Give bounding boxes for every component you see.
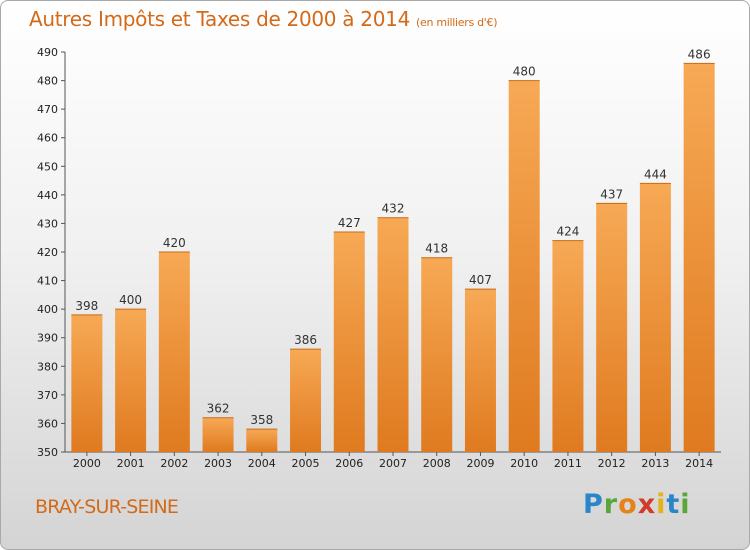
bar [71,314,103,452]
bar-value-label: 418 [425,242,448,256]
bar [596,203,628,452]
bar [683,63,715,453]
y-tick-label: 450 [37,160,58,173]
bar [552,240,584,452]
y-tick-label: 390 [37,332,58,345]
y-tick-label: 350 [37,446,58,459]
x-tick-label: 2013 [641,457,669,470]
y-tick-label: 440 [37,189,58,202]
bar-value-label: 486 [688,47,711,61]
logo-letter: i [656,489,667,520]
x-tick-label: 2001 [117,457,145,470]
x-tick-label: 2003 [204,457,232,470]
y-tick-label: 360 [37,417,58,430]
y-tick-label: 370 [37,389,58,402]
bar-value-label: 437 [600,187,623,201]
axes: 350 360 370 380 390 400 410 420 430 440 450 460 470 4… [37,46,721,470]
bar-value-label: 427 [338,216,361,230]
chart-title: Autres Impôts et Taxes de 2000 à 2014 (en… [29,7,497,31]
x-tick-label: 2000 [73,457,101,470]
place-name: BRAY-SUR-SEINE [35,496,179,518]
x-tick-label: 2008 [423,457,451,470]
bar-value-label: 362 [207,402,230,416]
bar-value-label: 420 [163,236,186,250]
bar [464,289,496,452]
x-tick-label: 2007 [379,457,407,470]
logo-letter: x [637,489,657,520]
x-tick-label: 2010 [510,457,538,470]
chart-subtitle: (en milliers d'€) [416,16,498,29]
y-tick-label: 410 [37,275,58,288]
bar-value-label: 398 [75,299,98,313]
bar [158,252,190,452]
x-tick-label: 2004 [248,457,276,470]
bar-value-label: 400 [119,293,142,307]
x-tick-label: 2012 [598,457,626,470]
y-tick-label: 420 [37,246,58,259]
y-tick-label: 400 [37,303,58,316]
bar [377,217,409,452]
y-tick-label: 490 [37,46,58,59]
logo-letter: i [680,489,691,520]
logo-letter: t [666,489,681,520]
bar-value-label: 358 [250,413,273,427]
logo-letter: P [583,489,604,520]
x-tick-label: 2002 [160,457,188,470]
bars: 398 400 420 362 358 386 427 432 418 407 480 424 437 4… [71,47,715,453]
x-tick-label: 2014 [685,457,713,470]
bar-value-label: 407 [469,273,492,287]
bar [639,183,671,452]
x-tick-label: 2005 [292,457,320,470]
bar-value-label: 444 [644,167,667,181]
bar-value-label: 424 [556,225,579,239]
bar [508,80,540,453]
y-tick-label: 430 [37,217,58,230]
x-tick-label: 2006 [335,457,363,470]
y-tick-label: 460 [37,132,58,145]
bar [246,429,278,452]
bar [421,257,453,452]
logo-letter: o [618,489,638,520]
chart-title-text: Autres Impôts et Taxes de 2000 à 2014 [29,7,410,31]
bar [115,309,147,452]
bar [333,232,365,452]
proxiti-logo[interactable]: Proxiti [583,489,691,520]
x-tick-label: 2009 [466,457,494,470]
bar-value-label: 480 [513,65,536,79]
logo-letter: r [603,489,619,520]
bar [202,417,234,452]
y-tick-label: 380 [37,360,58,373]
y-tick-label: 480 [37,75,58,88]
bar-value-label: 432 [382,202,405,216]
x-tick-label: 2011 [554,457,582,470]
bar-value-label: 386 [294,333,317,347]
bar [290,349,322,452]
y-tick-label: 470 [37,103,58,116]
